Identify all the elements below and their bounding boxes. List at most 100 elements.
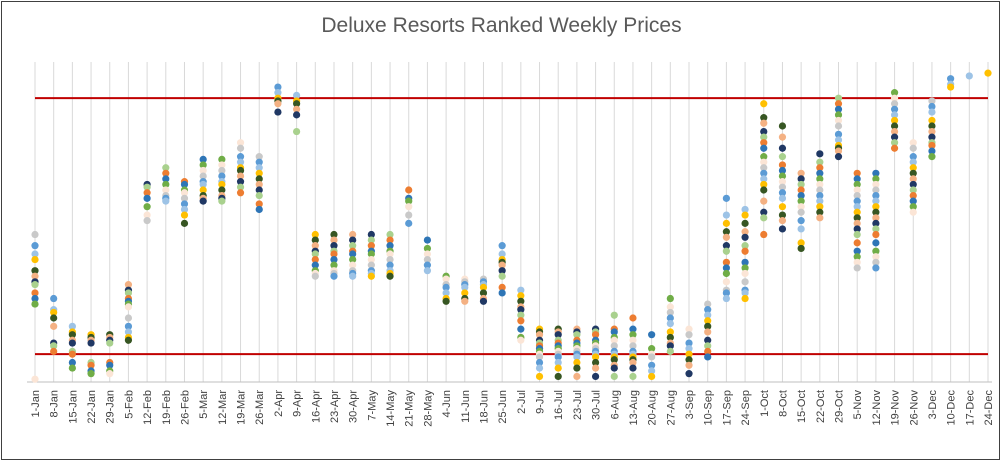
data-point <box>890 89 899 97</box>
data-point <box>236 153 245 161</box>
data-point <box>479 289 488 297</box>
data-point <box>797 191 805 200</box>
data-point <box>386 236 394 244</box>
data-point <box>498 289 506 297</box>
data-point <box>704 311 712 319</box>
data-point <box>554 358 562 367</box>
data-point <box>666 328 674 336</box>
data-point <box>853 258 861 266</box>
data-point <box>797 197 805 205</box>
data-point <box>834 122 843 130</box>
data-point <box>293 127 301 136</box>
data-point <box>760 114 768 122</box>
data-point <box>498 272 506 280</box>
data-point <box>386 261 394 269</box>
data-point <box>143 183 151 191</box>
data-point <box>236 139 245 147</box>
data-point <box>180 189 189 197</box>
data-point <box>629 342 637 350</box>
data-point <box>386 250 394 258</box>
x-tick-label: 25-Jun <box>497 390 509 424</box>
data-point <box>535 358 544 367</box>
data-point <box>928 97 936 105</box>
x-tick-label: 9-Apr <box>292 390 304 417</box>
data-point <box>947 75 955 83</box>
data-point <box>610 342 618 350</box>
data-point <box>760 208 768 216</box>
x-tick-label: 17-Dec <box>964 390 976 426</box>
data-point <box>797 208 805 216</box>
data-point <box>162 164 170 172</box>
data-point <box>760 119 768 127</box>
data-point <box>872 258 880 266</box>
data-point <box>367 255 375 264</box>
data-point <box>834 116 843 125</box>
data-point <box>760 169 768 177</box>
data-point <box>909 197 917 205</box>
data-point <box>816 191 824 200</box>
data-point <box>124 303 133 311</box>
x-tick-label: 27-Aug <box>665 390 677 425</box>
data-point <box>274 100 282 108</box>
x-tick-label: 24-Sep <box>740 390 752 425</box>
data-point <box>311 255 319 264</box>
data-point <box>591 372 600 381</box>
x-tick-label: 2-Jul <box>516 390 528 414</box>
data-point <box>872 203 880 211</box>
data-point <box>872 230 880 239</box>
data-point <box>180 200 189 208</box>
x-tick-label: 5-Nov <box>852 390 864 420</box>
data-point <box>31 230 39 239</box>
data-point <box>405 197 413 205</box>
data-point <box>255 191 263 200</box>
data-point <box>554 364 562 372</box>
data-point <box>778 203 787 211</box>
data-point <box>872 247 880 255</box>
data-point <box>199 166 207 175</box>
data-point <box>255 153 263 161</box>
data-point <box>834 130 843 138</box>
data-point <box>704 317 712 325</box>
data-point <box>535 372 544 381</box>
x-tick-label: 14-May <box>385 390 397 427</box>
data-point <box>816 214 824 222</box>
data-point <box>180 180 189 189</box>
data-point <box>124 322 133 330</box>
data-point <box>367 242 375 250</box>
data-point <box>741 247 749 255</box>
data-point <box>143 203 151 211</box>
data-point <box>31 250 39 258</box>
data-point <box>68 339 76 347</box>
data-point <box>853 203 861 211</box>
data-point <box>816 175 824 183</box>
data-point <box>648 353 656 361</box>
data-point <box>629 372 637 381</box>
data-point <box>722 264 730 272</box>
data-point <box>722 294 730 303</box>
data-point <box>909 144 917 152</box>
data-point <box>236 189 245 197</box>
data-point <box>741 264 749 272</box>
data-point <box>760 100 768 108</box>
data-point <box>648 345 656 353</box>
data-point <box>68 350 76 358</box>
data-point <box>984 69 992 77</box>
data-point <box>666 294 674 303</box>
data-point <box>872 180 880 189</box>
data-point <box>722 211 730 219</box>
data-point <box>853 225 861 233</box>
data-point <box>834 153 843 161</box>
data-point <box>311 272 319 280</box>
data-point <box>741 211 749 219</box>
x-tick-label: 21-May <box>404 390 416 427</box>
data-point <box>31 272 39 280</box>
x-tick-label: 13-Aug <box>628 390 640 425</box>
data-point <box>50 347 58 355</box>
data-point <box>778 144 787 152</box>
data-point <box>423 250 432 258</box>
data-point <box>741 228 749 236</box>
data-point <box>349 255 357 264</box>
data-point <box>498 267 506 275</box>
data-point <box>909 208 917 216</box>
x-tick-label: 3-Sep <box>684 390 696 419</box>
